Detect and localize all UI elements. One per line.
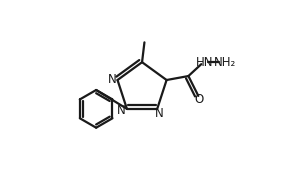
- Text: N: N: [154, 107, 163, 120]
- Text: N: N: [108, 73, 116, 85]
- Text: N: N: [117, 104, 126, 117]
- Text: O: O: [195, 93, 204, 106]
- Text: HN: HN: [195, 56, 213, 69]
- Text: NH₂: NH₂: [214, 56, 236, 69]
